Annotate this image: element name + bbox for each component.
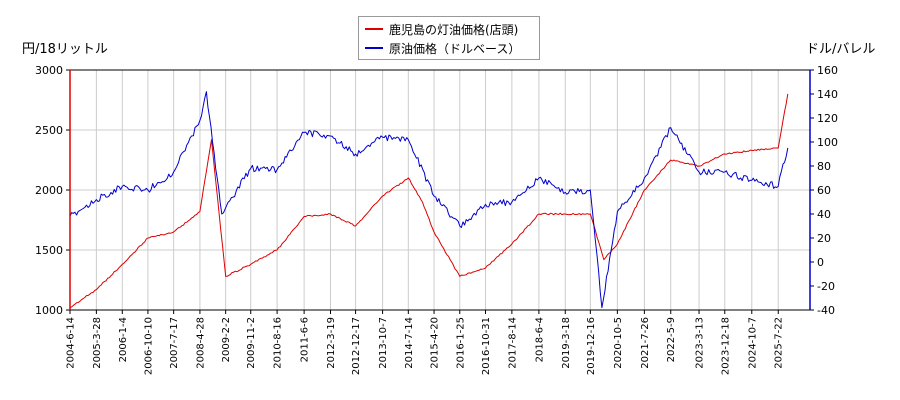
x-tick-label: 2021-7-26	[640, 317, 651, 369]
x-tick-label: 2004-6-14	[66, 317, 77, 369]
right-tick-label: 120	[817, 112, 838, 125]
left-tick-label: 1000	[35, 304, 63, 317]
left-axis-title: 円/18リットル	[22, 42, 108, 57]
x-tick-label: 2006-10-10	[143, 317, 154, 375]
x-tick-label: 2012-3-19	[326, 317, 337, 369]
x-tick-label: 2015-4-20	[430, 317, 441, 369]
x-tick-label: 2024-10-7	[747, 317, 758, 369]
legend-item-crude: 原油価格（ドルベース）	[365, 39, 520, 57]
x-tick-label: 2005-3-28	[92, 317, 103, 369]
x-tick-label: 2012-12-17	[351, 317, 362, 375]
x-tick-label: 2016-1-25	[455, 317, 466, 369]
x-tick-label: 2008-4-28	[195, 317, 206, 369]
right-tick-label: 160	[817, 64, 838, 77]
legend-label-crude: 原油価格（ドルベース）	[389, 41, 521, 56]
right-axis-title: ドル/バレル	[806, 42, 876, 57]
x-tick-label: 2014-7-14	[404, 317, 415, 369]
right-tick-label: 140	[817, 88, 838, 101]
x-tick-label: 2023-12-18	[720, 317, 731, 375]
left-tick-label: 2500	[35, 124, 63, 137]
x-tick-label: 2025-7-22	[774, 317, 785, 369]
x-tick-label: 2019-12-16	[586, 317, 597, 375]
x-tick-label: 2018-6-4	[534, 317, 545, 362]
legend-swatch-crude	[365, 47, 383, 49]
x-tick-label: 2016-10-31	[481, 317, 492, 375]
x-axis: 2004-6-14 2005-3-28 2006-1-4 2006-10-10 2007…	[66, 310, 785, 375]
x-tick-label: 2011-6-6	[300, 317, 311, 362]
x-tick-label: 2009-2-2	[221, 317, 232, 362]
x-tick-label: 2022-5-9	[666, 317, 677, 362]
right-tick-label: 40	[817, 208, 831, 221]
legend-item-kerosene: 鹿児島の灯油価格(店頭)	[365, 20, 518, 38]
right-tick-label: 0	[817, 256, 824, 269]
x-tick-label: 2009-11-2	[246, 317, 257, 369]
right-tick-label: 100	[817, 136, 838, 149]
x-tick-label: 2023-3-13	[695, 317, 706, 369]
x-tick-label: 2013-10-7	[378, 317, 389, 369]
right-axis: -40 -20 0 20 40 60 80 100 120 140 160	[809, 64, 838, 317]
right-tick-label: 60	[817, 184, 831, 197]
legend: 鹿児島の灯油価格(店頭) 原油価格（ドルベース）	[358, 16, 540, 60]
right-tick-label: 20	[817, 232, 831, 245]
left-tick-label: 1500	[35, 244, 63, 257]
x-tick-label: 2020-10-5	[613, 317, 624, 369]
left-axis: 1000 1500 2000 2500 3000	[35, 64, 71, 317]
legend-label-kerosene: 鹿児島の灯油価格(店頭)	[389, 22, 519, 37]
legend-swatch-kerosene	[365, 28, 383, 30]
x-tick-label: 2019-3-18	[561, 317, 572, 369]
right-tick-label: -20	[817, 280, 835, 293]
right-tick-label: 80	[817, 160, 831, 173]
right-tick-label: -40	[817, 304, 835, 317]
left-tick-label: 2000	[35, 184, 63, 197]
series-line-crude	[69, 91, 789, 309]
x-tick-label: 2007-7-17	[169, 317, 180, 369]
series-line-kerosene	[69, 93, 789, 309]
left-tick-label: 3000	[35, 64, 63, 77]
x-tick-label: 2017-8-14	[507, 317, 518, 369]
x-tick-label: 2006-1-4	[118, 317, 129, 362]
series-layer	[69, 91, 789, 309]
x-tick-label: 2010-8-16	[273, 317, 284, 369]
grid	[69, 69, 810, 311]
